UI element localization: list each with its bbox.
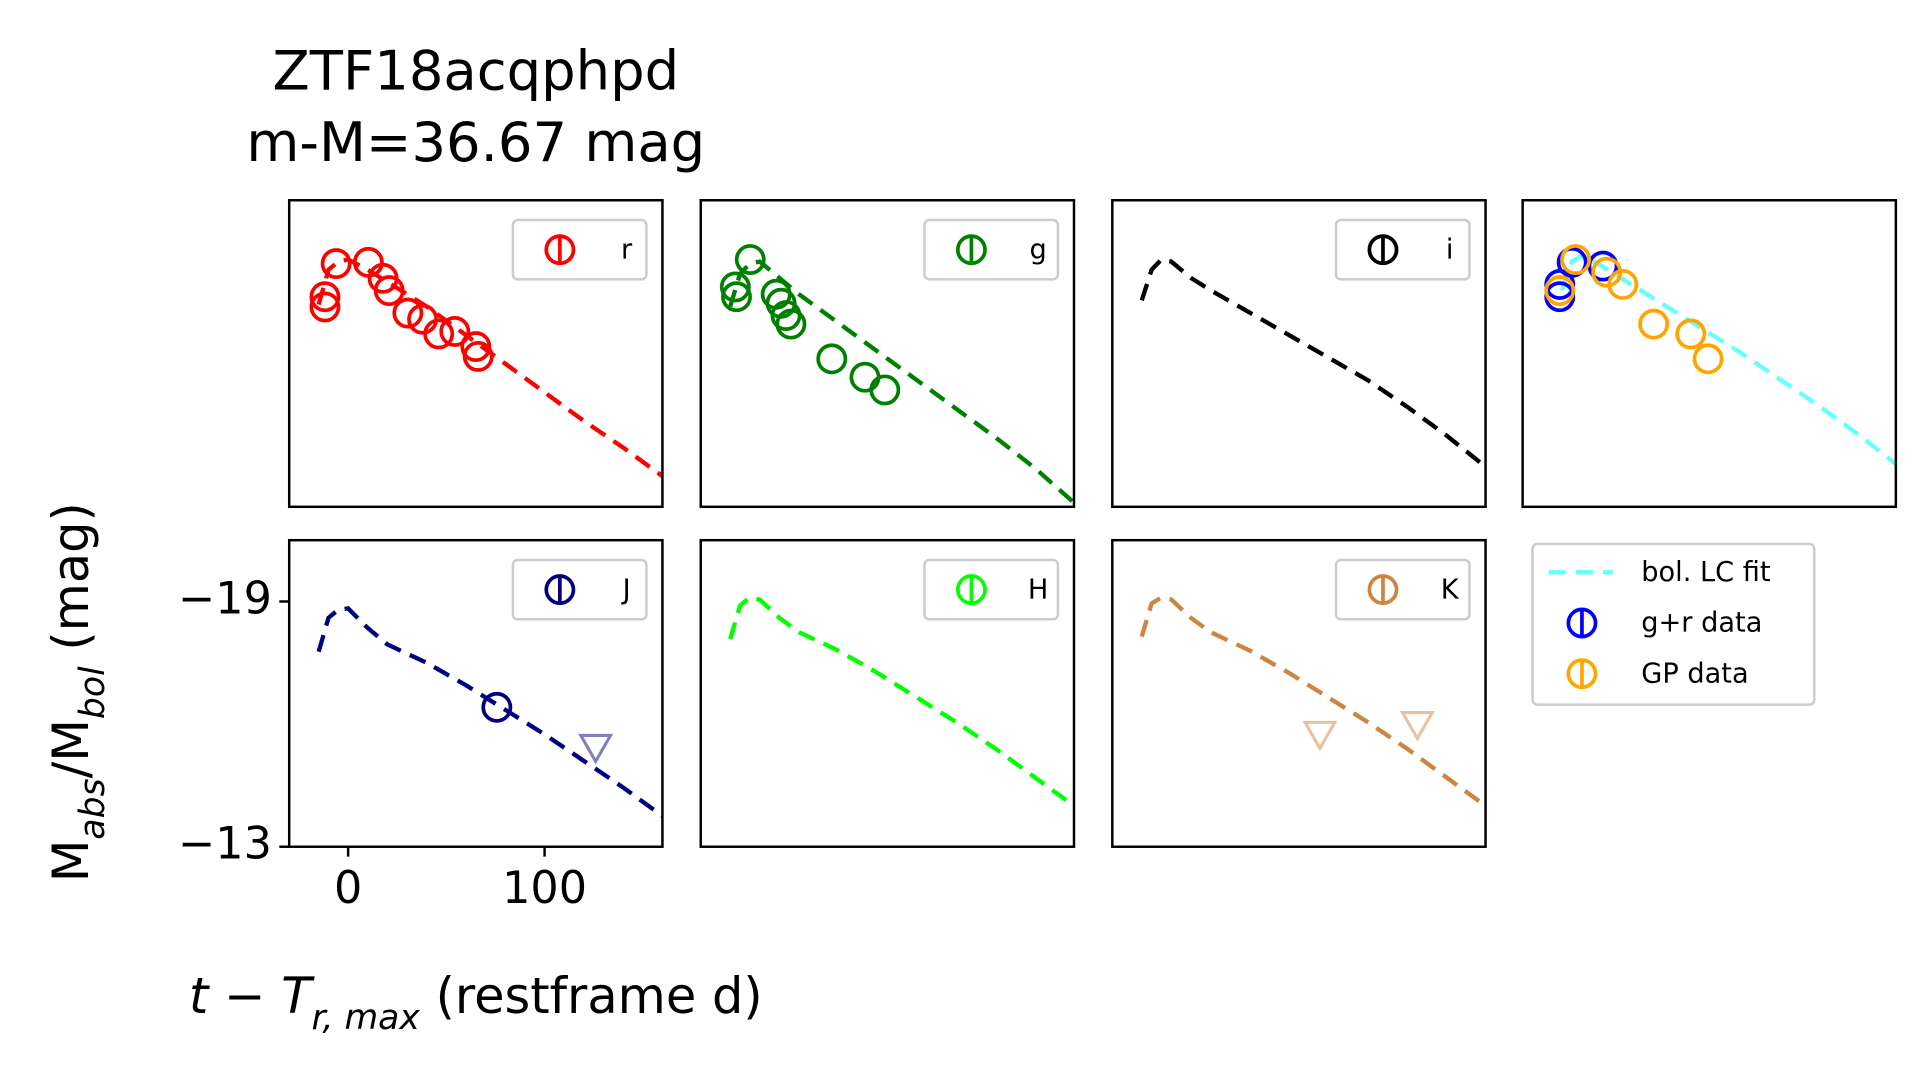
panel-frame: [699, 199, 1076, 509]
panel: [309, 246, 663, 478]
legend-label: g+r data: [1641, 608, 1762, 639]
fit-line: [1559, 253, 1896, 466]
panel-frame: [1111, 199, 1487, 509]
y-axis-label-part: abs: [73, 778, 113, 839]
fit-line: [728, 595, 1074, 808]
x-axis-label-part: (restframe d): [420, 966, 763, 1024]
legend-box: [1334, 558, 1471, 621]
legend-marker: [1367, 574, 1399, 606]
legend-marker: [1566, 607, 1598, 639]
data-point: [869, 374, 901, 406]
legend-label: bol. LC fit: [1641, 557, 1771, 588]
data-point: [1638, 308, 1670, 340]
legend-label: r: [621, 234, 633, 265]
x-tick-label: 0: [334, 863, 362, 914]
y-tick-label: −13: [178, 819, 272, 870]
data-point: [320, 248, 352, 280]
legend-marker: [955, 234, 987, 266]
data-point: [719, 271, 751, 303]
legend-box: [511, 218, 648, 281]
panel: [1139, 595, 1486, 808]
data-point: [309, 291, 341, 323]
fit-line: [1139, 257, 1486, 469]
legend-label: i: [1446, 234, 1454, 265]
x-axis-label: t − Tr, max (restframe d): [189, 966, 763, 1038]
fit-line: [316, 606, 663, 818]
legend-box: [923, 558, 1060, 621]
legend-label: GP data: [1641, 658, 1748, 689]
legend-label: K: [1441, 574, 1460, 605]
legend-box: [1531, 542, 1816, 706]
panel-frame: [1521, 199, 1898, 509]
data-point: [481, 691, 513, 723]
panel: [719, 244, 1074, 505]
panel-frame: [287, 538, 664, 848]
panel-frame: [699, 538, 1076, 848]
legend-box: [511, 558, 648, 621]
y-axis-label-part: /M: [42, 719, 100, 778]
data-point: [392, 297, 424, 329]
chart-title: ZTF18acqphpd: [273, 39, 680, 102]
data-point: [734, 244, 766, 275]
y-axis-label-part: (mag): [42, 502, 100, 666]
y-axis-label: Mabs/Mbol (mag): [42, 502, 113, 882]
y-tick-label: −19: [178, 573, 272, 624]
data-point: [439, 316, 471, 347]
data-point: [1675, 318, 1707, 350]
fit-line: [316, 257, 663, 478]
fit-line: [728, 259, 1074, 505]
legend-marker: [955, 574, 987, 606]
data-point: [1692, 343, 1724, 375]
data-point: [775, 308, 807, 340]
data-point: [721, 281, 752, 313]
y-axis-label-part: bol: [73, 666, 113, 719]
panel-frame: [1111, 538, 1487, 848]
legend-marker: [544, 574, 576, 606]
panel: [1544, 244, 1896, 466]
data-point: [1556, 246, 1588, 278]
data-point: [1607, 268, 1639, 300]
legend-label: J: [621, 574, 631, 605]
fit-line: [1139, 595, 1486, 808]
panel: [1139, 257, 1486, 469]
data-point: [373, 275, 405, 307]
legend-marker: [544, 234, 576, 266]
data-point: [849, 361, 881, 393]
legend-marker: [1367, 234, 1399, 266]
data-point: [1560, 244, 1592, 275]
x-axis-label-part: r, max: [311, 998, 420, 1038]
panel-frame: [287, 199, 664, 509]
legend-box: [1334, 218, 1471, 281]
x-axis-label-part: t − T: [189, 966, 315, 1024]
legend-box: [923, 218, 1060, 281]
upper-limit: [578, 733, 614, 765]
upper-limit: [1399, 711, 1435, 742]
data-point: [816, 343, 848, 375]
y-axis-label-part: M: [42, 840, 100, 883]
data-point: [309, 281, 341, 313]
legend-marker: [1566, 658, 1598, 690]
panel: [316, 606, 663, 818]
data-point: [1544, 275, 1576, 307]
data-point: [462, 340, 494, 372]
legend-label: H: [1028, 574, 1048, 605]
x-tick-label: 100: [502, 863, 587, 914]
legend-label: g: [1030, 234, 1047, 265]
panel: [728, 595, 1074, 808]
chart-subtitle: m-M=36.67 mag: [246, 111, 705, 174]
upper-limit: [1302, 720, 1338, 752]
data-point: [423, 318, 455, 350]
